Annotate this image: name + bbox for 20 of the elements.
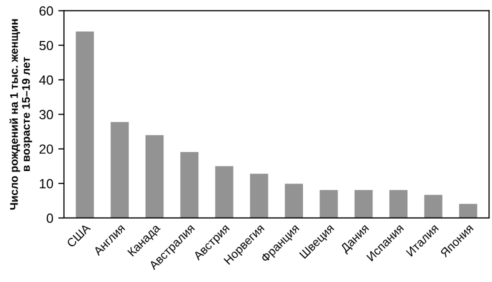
y-tick-label: 10 [40, 179, 54, 188]
y-tick-label: 20 [40, 144, 54, 154]
y-tick-label: 40 [39, 75, 54, 85]
bar [354, 190, 373, 218]
bar [145, 135, 164, 218]
y-tick-label: 30 [39, 110, 54, 120]
bar [180, 152, 198, 218]
bar [250, 174, 268, 218]
bar [284, 184, 303, 218]
bar [459, 204, 478, 218]
y-tick-label: 50 [39, 40, 54, 50]
bar [389, 190, 408, 218]
bar [424, 194, 442, 218]
bar [76, 31, 94, 218]
bar [320, 190, 338, 218]
y-tick-label: 60 [40, 6, 54, 16]
y-tick-label: 0 [46, 214, 54, 223]
bar [215, 166, 234, 218]
bar [110, 122, 129, 218]
y-axis-title: Число рождений на 1 тыс. женщин в возрасте 15–19 лет [10, 19, 32, 210]
